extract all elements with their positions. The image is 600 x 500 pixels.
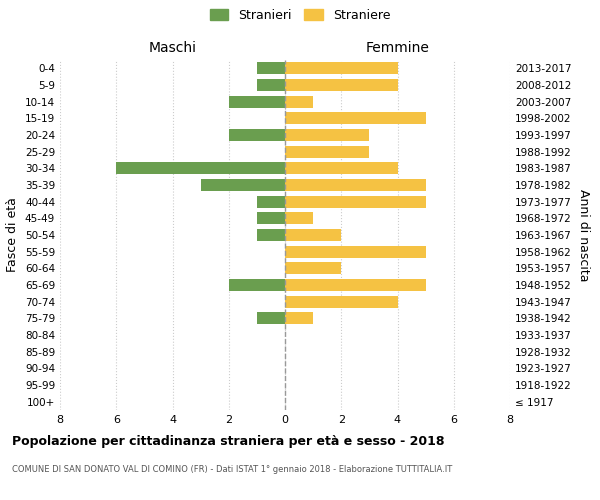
- Y-axis label: Fasce di età: Fasce di età: [7, 198, 19, 272]
- Bar: [285, 229, 341, 241]
- Bar: [257, 62, 285, 74]
- Bar: [229, 96, 285, 108]
- Bar: [285, 62, 398, 74]
- Y-axis label: Anni di nascita: Anni di nascita: [577, 188, 590, 281]
- Bar: [285, 246, 425, 258]
- Text: Femmine: Femmine: [365, 41, 430, 55]
- Legend: Stranieri, Straniere: Stranieri, Straniere: [209, 8, 391, 22]
- Bar: [257, 229, 285, 241]
- Bar: [285, 279, 425, 291]
- Text: COMUNE DI SAN DONATO VAL DI COMINO (FR) - Dati ISTAT 1° gennaio 2018 - Elaborazi: COMUNE DI SAN DONATO VAL DI COMINO (FR) …: [12, 465, 452, 474]
- Bar: [285, 179, 425, 191]
- Text: Maschi: Maschi: [149, 41, 197, 55]
- Bar: [285, 312, 313, 324]
- Bar: [116, 162, 285, 174]
- Bar: [285, 79, 398, 91]
- Bar: [200, 179, 285, 191]
- Bar: [285, 146, 370, 158]
- Bar: [257, 312, 285, 324]
- Bar: [257, 196, 285, 207]
- Bar: [285, 112, 425, 124]
- Bar: [229, 279, 285, 291]
- Bar: [285, 196, 425, 207]
- Bar: [285, 162, 398, 174]
- Bar: [229, 129, 285, 141]
- Bar: [285, 296, 398, 308]
- Bar: [257, 79, 285, 91]
- Bar: [257, 212, 285, 224]
- Bar: [285, 212, 313, 224]
- Text: Popolazione per cittadinanza straniera per età e sesso - 2018: Popolazione per cittadinanza straniera p…: [12, 435, 445, 448]
- Bar: [285, 129, 370, 141]
- Bar: [285, 96, 313, 108]
- Bar: [285, 262, 341, 274]
